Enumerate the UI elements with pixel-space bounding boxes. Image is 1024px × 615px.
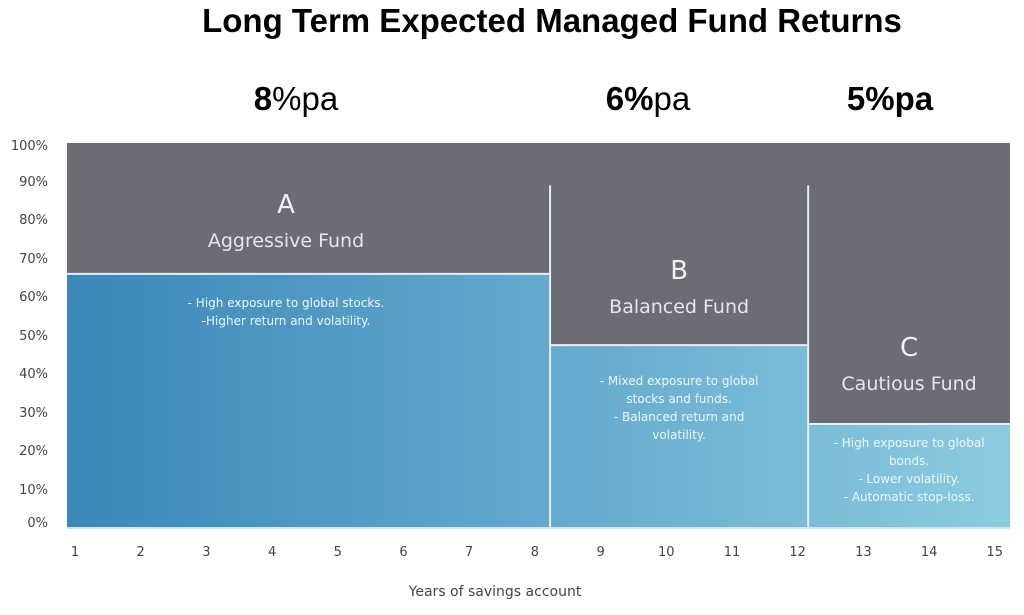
rate-bold: 6% [605,80,654,117]
rate-label-balanced: 6%pa [548,80,748,118]
fund-name: Aggressive Fund [207,230,365,252]
fund-description: - High exposure to global bonds. - Lower v… [808,434,1010,506]
x-tick-label: 14 [920,545,938,560]
x-tick-label: 7 [465,545,474,560]
fund-description-line: - Mixed exposure to global [599,374,759,388]
fund-description-line: - Lower volatility. [858,472,960,486]
fund-description-line: volatility. [652,428,706,442]
region-balanced-fund [550,345,809,528]
x-tick-label: 11 [723,545,741,560]
y-tick-label: 50% [19,328,48,344]
x-tick-label: 1 [70,545,80,560]
rate-bold: 8 [253,80,273,117]
y-tick-label: 10% [19,482,48,498]
x-tick-label: 10 [658,545,675,560]
x-tick-label: 3 [202,545,211,560]
x-tick-label: 9 [596,545,605,560]
x-tick-label: 5 [333,545,342,560]
rate-regular: pa [653,80,691,117]
fund-description: - Mixed exposure to global stocks and fun… [550,372,808,444]
y-tick-label: 90% [19,174,48,190]
x-tick-label: 15 [986,545,1004,560]
x-tick-label: 4 [267,545,277,560]
y-tick-label: 70% [19,251,48,267]
fund-letter: A [277,190,295,220]
y-tick-label: 40% [19,367,48,382]
x-tick-label: 8 [530,545,540,560]
fund-description-line: - Balanced return and [613,410,745,424]
chart-title: Long Term Expected Managed Fund Returns [202,2,902,39]
y-tick-label: 20% [19,444,48,459]
rate-regular: %pa [272,80,339,117]
rate-label-aggressive: 8%pa [196,80,396,118]
region-aggressive-fund [67,273,551,528]
x-tick-label: 12 [789,545,806,560]
rate-bold: 5%pa [846,80,934,117]
y-tick-label: 0% [27,516,48,531]
fund-description-line: - High exposure to global stocks. [187,296,385,310]
x-tick-label: 2 [136,545,145,560]
fund-letter: B [670,256,689,286]
y-tick-label: 30% [19,405,48,421]
fund-description-line: - Automatic stop-loss. [843,490,975,504]
fund-name: Cautious Fund [841,373,977,395]
fund-letter: C [899,333,919,363]
x-axis-label: Years of savings account [408,584,582,600]
y-tick-label: 80% [19,213,48,228]
fund-description-line: - High exposure to global [833,436,985,450]
x-tick-label: 6 [399,545,408,560]
fund-name: Balanced Fund [609,296,750,318]
fund-description-line: -Higher return and volatility. [201,314,371,328]
rate-label-cautious: 5%pa [790,80,990,118]
y-tick-label: 100% [10,139,48,154]
x-tick-label: 13 [855,545,872,560]
fund-description-line: stocks and funds. [626,392,732,406]
fund-description-line: bonds. [888,454,930,468]
y-tick-label: 60% [19,290,48,305]
region-cautious-fund [808,424,1010,528]
fund-description: - High exposure to global stocks. -Higher… [126,294,446,330]
